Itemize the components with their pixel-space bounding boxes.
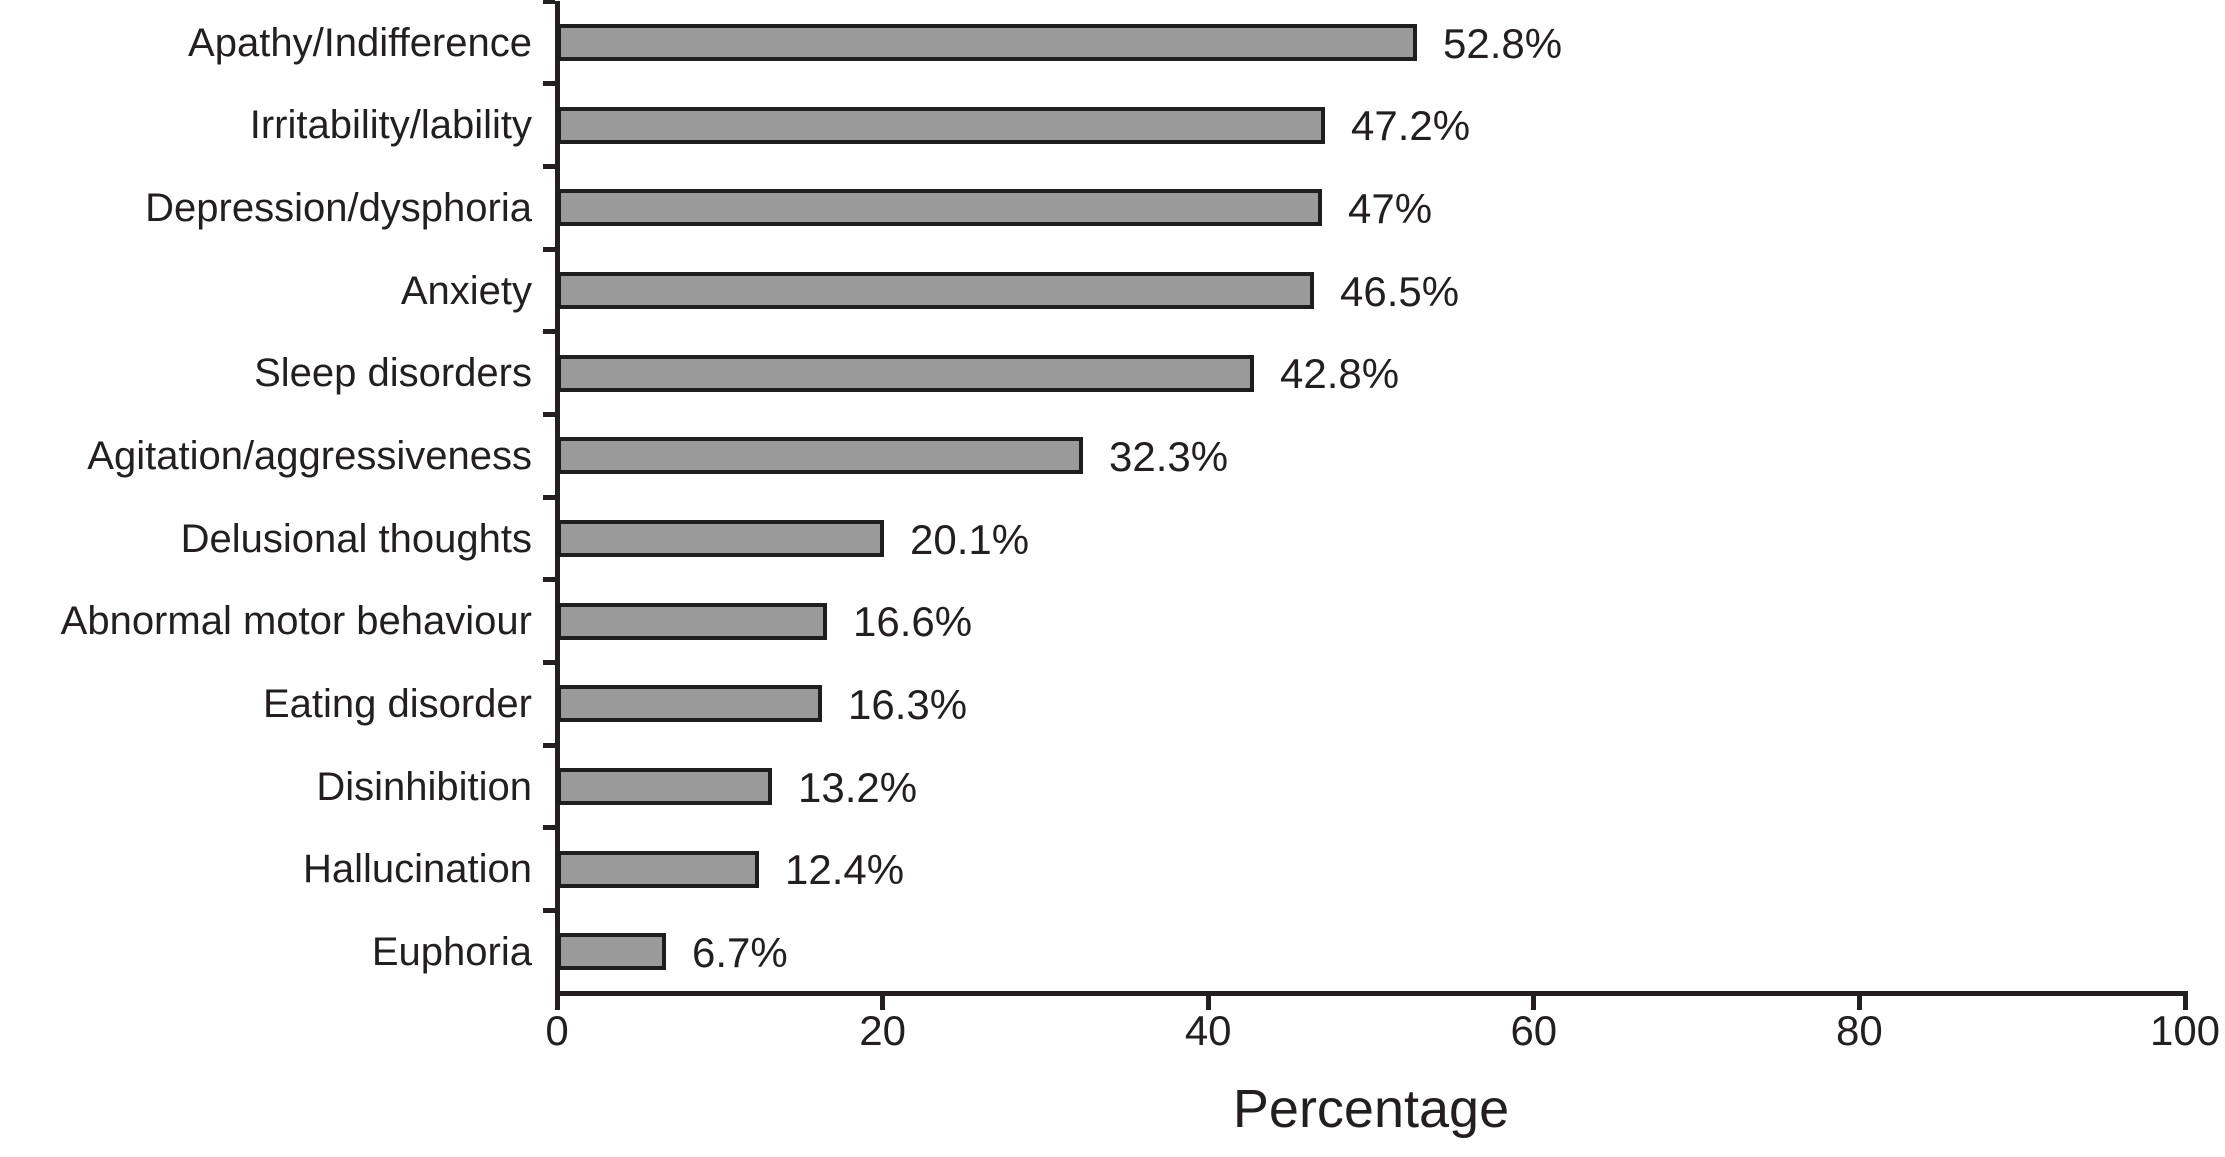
y-axis-tick	[543, 164, 555, 169]
x-axis-tick-label: 60	[1510, 1007, 1558, 1054]
value-label: 6.7%	[692, 928, 788, 976]
x-axis-tick	[2183, 996, 2188, 1010]
y-axis-tick	[543, 908, 555, 913]
category-label: Disinhibition	[316, 764, 532, 809]
x-axis-tick-label: 20	[859, 1007, 906, 1054]
bar	[557, 933, 666, 970]
x-axis-tick-label: 100	[2149, 1007, 2221, 1054]
category-label: Abnormal motor behaviour	[60, 599, 532, 644]
category-label: Agitation/aggressiveness	[87, 433, 532, 478]
y-axis-tick	[543, 577, 555, 582]
category-label: Apathy/Indifference	[188, 20, 532, 65]
x-axis-tick	[555, 996, 560, 1010]
y-axis-tick	[543, 495, 555, 500]
y-axis-tick	[543, 660, 555, 665]
value-label: 12.4%	[785, 846, 905, 894]
bar	[557, 24, 1417, 61]
bar	[557, 437, 1083, 474]
category-label: Delusional thoughts	[180, 516, 532, 561]
value-label: 32.3%	[1109, 432, 1229, 480]
bar	[557, 107, 1325, 144]
x-axis-tick-label: 80	[1836, 1007, 1883, 1054]
value-label: 13.2%	[798, 763, 918, 811]
x-axis-title: Percentage	[1232, 1079, 1510, 1139]
y-axis-tick	[543, 247, 555, 252]
value-label: 47.2%	[1351, 102, 1471, 150]
bar	[557, 768, 772, 805]
category-label: Anxiety	[400, 268, 532, 313]
value-label: 16.6%	[853, 598, 973, 646]
x-axis-tick	[1531, 996, 1536, 1010]
x-axis-tick-label: 0	[545, 1007, 569, 1054]
x-axis-tick	[1857, 996, 1862, 1010]
x-axis-tick	[1206, 996, 1211, 1010]
y-axis-tick	[543, 825, 555, 830]
value-label: 16.3%	[848, 680, 968, 728]
value-label: 52.8%	[1443, 19, 1563, 67]
bar	[557, 851, 759, 888]
y-axis-tick	[543, 0, 555, 4]
y-axis-tick	[543, 743, 555, 748]
category-label: Depression/dysphoria	[145, 185, 532, 230]
category-label: Eating disorder	[262, 681, 532, 726]
value-label: 46.5%	[1340, 267, 1460, 315]
y-axis-line	[555, 1, 560, 996]
y-axis-tick	[543, 81, 555, 86]
x-axis-tick-label: 40	[1184, 1007, 1232, 1054]
x-axis-line	[555, 991, 2188, 996]
bar	[557, 355, 1254, 392]
category-label: Euphoria	[371, 929, 532, 974]
y-axis-tick	[543, 329, 555, 334]
bar	[557, 520, 884, 557]
bar	[557, 189, 1322, 226]
bar	[557, 685, 822, 722]
value-label: 47%	[1348, 184, 1433, 232]
bar	[557, 272, 1314, 309]
x-axis-tick	[880, 996, 885, 1010]
bar	[557, 603, 827, 640]
category-label: Hallucination	[302, 847, 532, 892]
y-axis-tick	[543, 412, 555, 417]
category-label: Sleep disorders	[254, 351, 532, 396]
value-label: 20.1%	[910, 515, 1030, 563]
value-label: 42.8%	[1280, 350, 1400, 398]
category-label: Irritability/lability	[249, 103, 532, 148]
